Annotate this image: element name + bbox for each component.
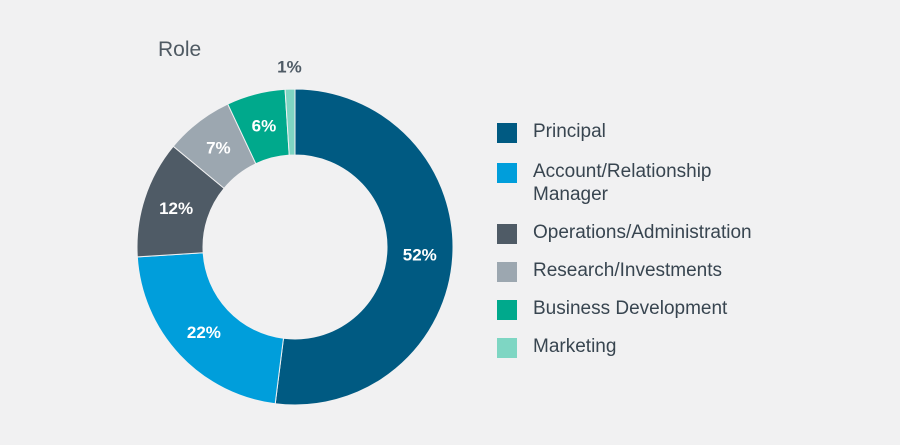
legend-item-marketing: Marketing [497, 335, 803, 358]
legend-item-operations-administration: Operations/Administration [497, 221, 803, 244]
chart-title: Role [158, 38, 202, 61]
slice-label-marketing: 1% [277, 58, 302, 77]
slice-label-research-investments: 7% [206, 139, 231, 158]
legend-label: Research/Investments [533, 260, 723, 281]
legend-swatch [497, 300, 517, 320]
slice-label-business-development: 6% [252, 116, 277, 135]
donut-chart: 52% 22% 12% 7% 6% 1% [136, 58, 454, 406]
legend-item-principal: Principal [497, 120, 803, 143]
legend-swatch [497, 123, 517, 143]
legend-swatch [497, 163, 517, 183]
legend-label: Marketing [533, 336, 617, 357]
legend-swatch [497, 224, 517, 244]
legend-label: Business Development [533, 298, 728, 319]
donut-hole [203, 155, 387, 339]
legend-swatch [497, 262, 517, 282]
legend-item-research-investments: Research/Investments [497, 259, 803, 282]
legend-swatch [497, 338, 517, 358]
slice-label-principal: 52% [403, 245, 437, 264]
legend-label: Principal [533, 121, 606, 142]
slice-label-operations-administration: 12% [159, 199, 193, 218]
legend-label: Operations/Administration [533, 222, 752, 243]
slice-label-account-relationship-manager: 22% [187, 323, 221, 342]
legend-item-business-development: Business Development [497, 297, 803, 320]
legend-item-account-relationship-manager: Account/Relationship Manager [497, 160, 743, 206]
legend-label: Account/Relationship Manager [533, 161, 712, 205]
